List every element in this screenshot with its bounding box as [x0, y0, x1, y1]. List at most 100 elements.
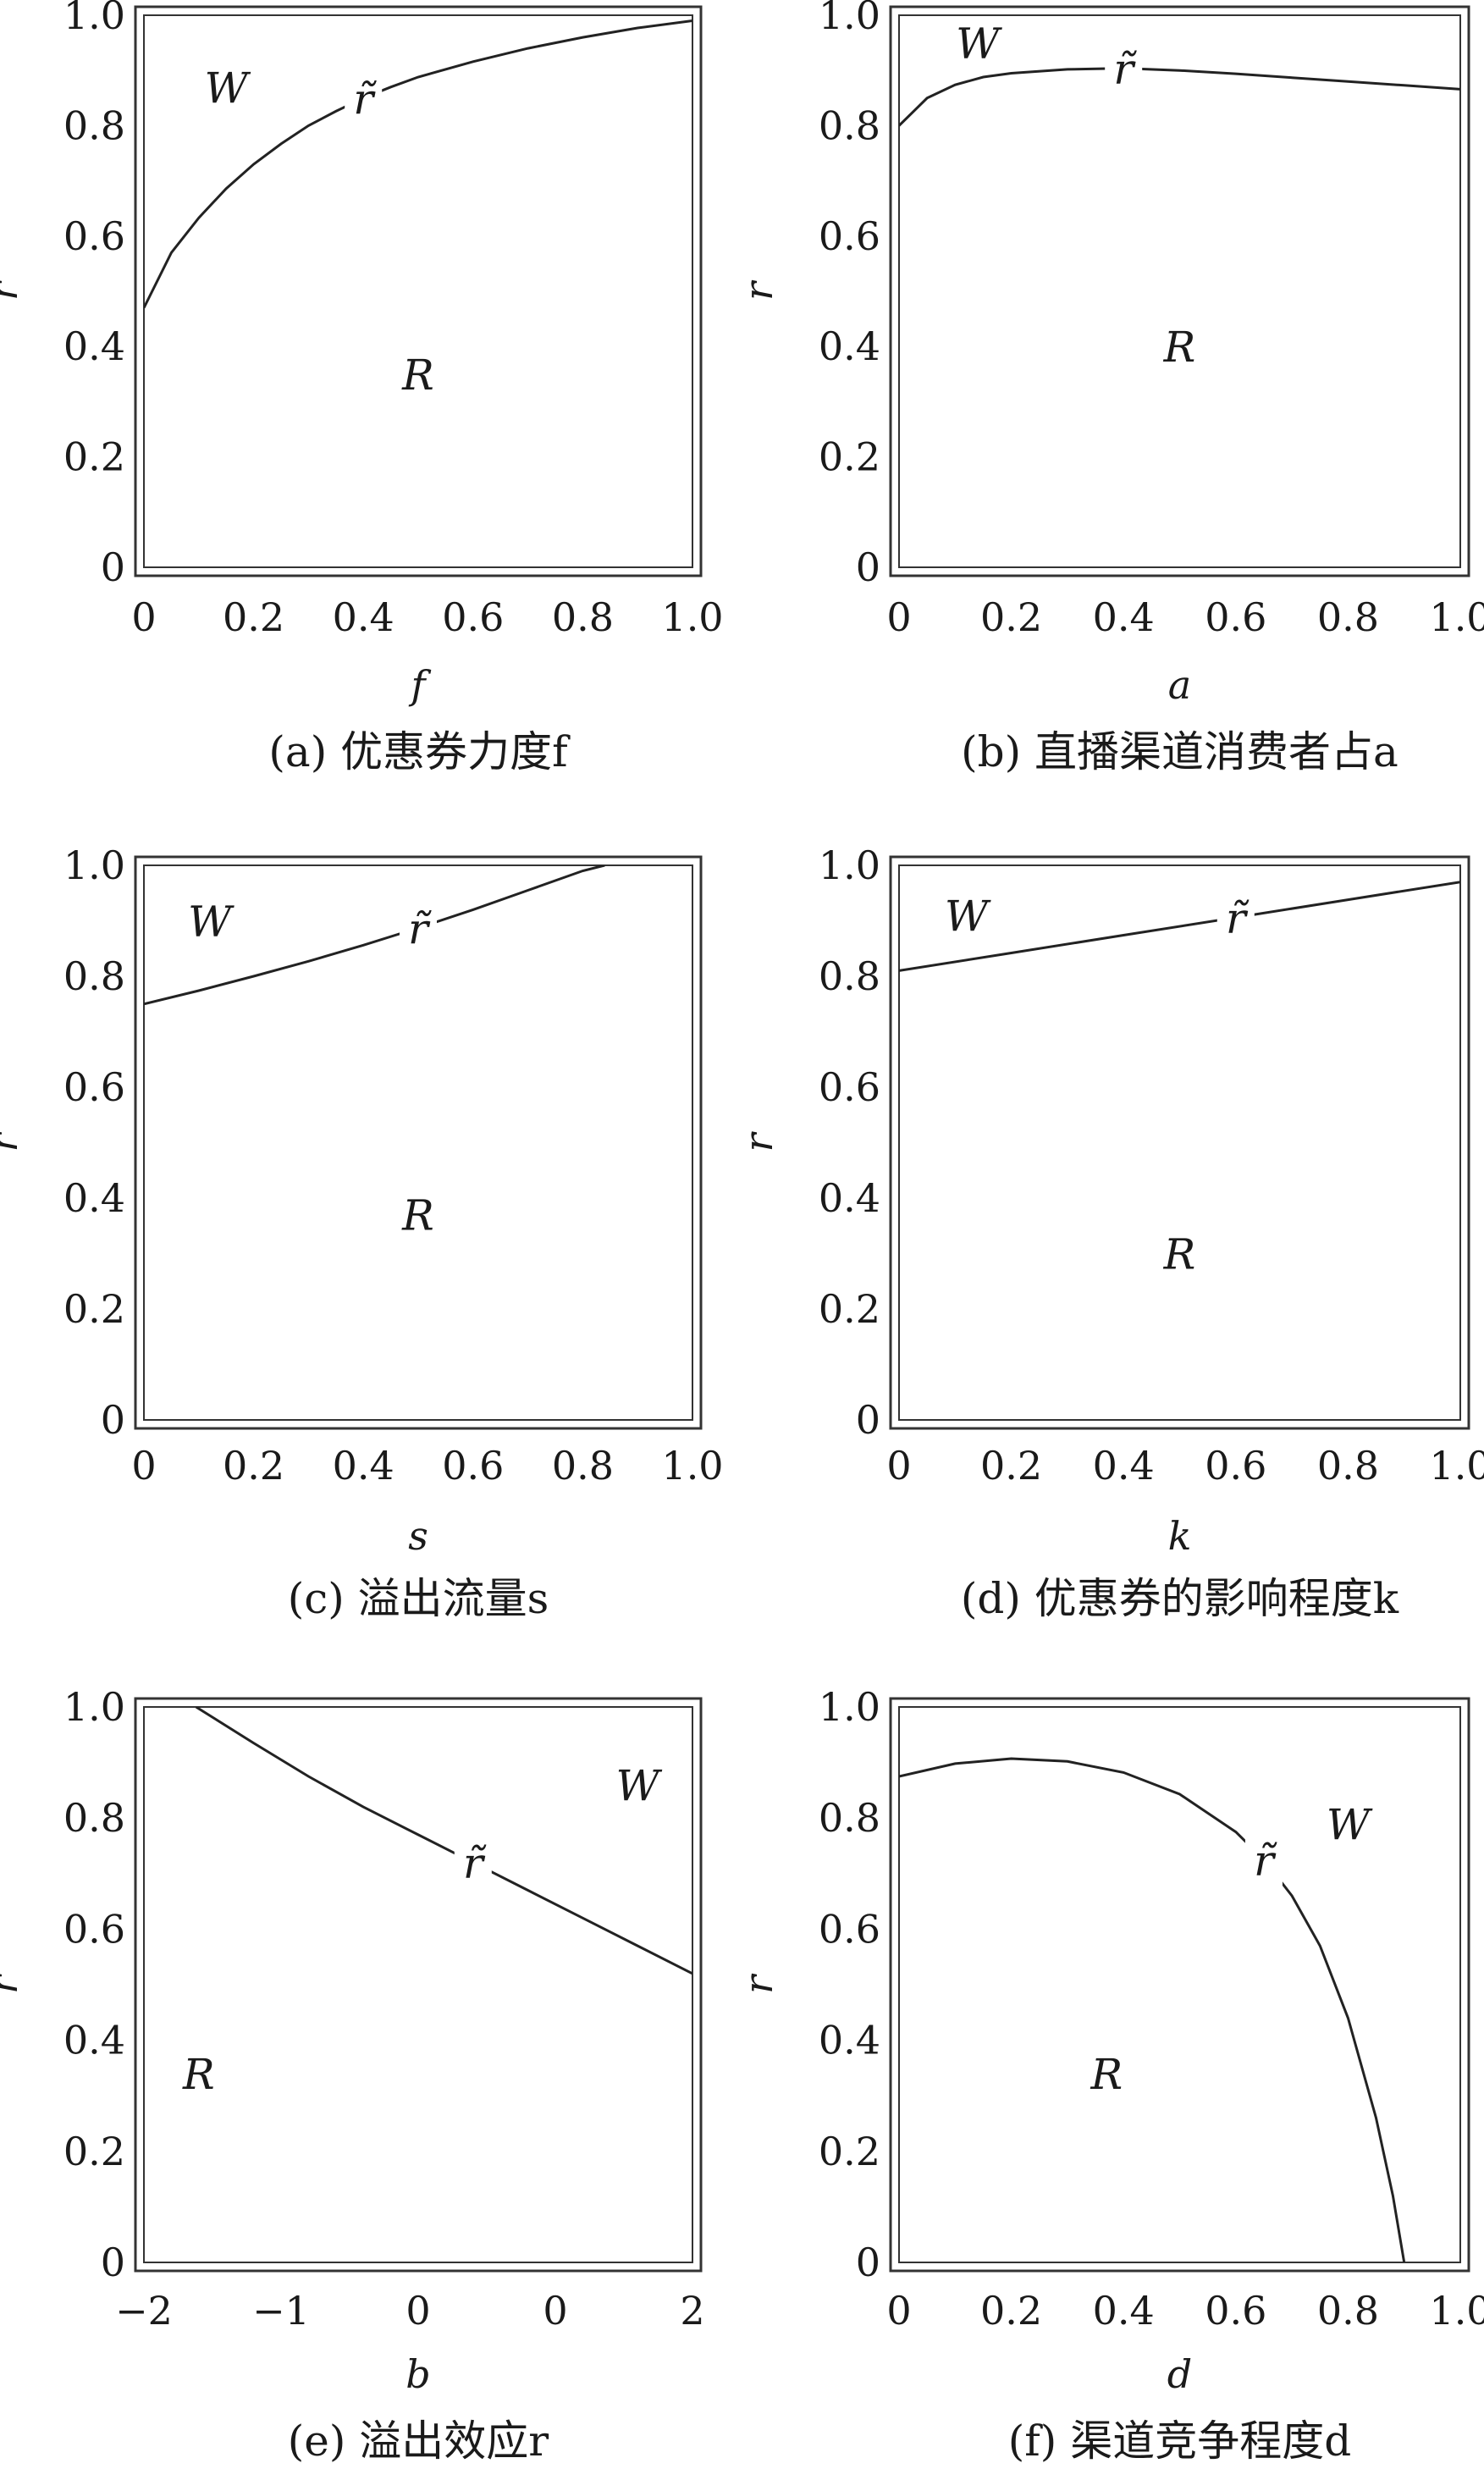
region-label-w: W	[188, 898, 234, 947]
x-tick-label: 0.2	[980, 2288, 1042, 2334]
y-tick-label: 0.2	[819, 2129, 880, 2174]
panel-caption: (f) 渠道竞争程度d	[1008, 2417, 1351, 2466]
y-tick-label: 0.6	[63, 1906, 125, 1952]
y-axis-label: r	[736, 279, 781, 301]
x-tick-label: 0.4	[1093, 2288, 1155, 2334]
y-tick-label: 0.2	[819, 1286, 880, 1332]
y-tick-label: 1.0	[819, 0, 880, 38]
x-tick-label: −1	[252, 2288, 310, 2334]
series-line-1	[899, 881, 1460, 972]
y-tick-label: 0.6	[819, 213, 880, 259]
region-label-w: W	[615, 1761, 662, 1810]
x-tick-label: 0.6	[442, 1443, 504, 1489]
chart-panel-1: 0 0.2 0.4 0.6 0.8 1.0 0 0.2 0.4 0.6 0.8 1.0 f r (a) 优惠…	[0, 0, 724, 776]
x-tick-label: 1.0	[1429, 2288, 1484, 2334]
x-tick-label: 0	[131, 594, 156, 640]
x-axis-label: k	[1168, 1513, 1192, 1559]
plot-frame-inner	[143, 1706, 693, 2263]
y-tick-label: 0.8	[819, 102, 880, 148]
x-tick-label: 1.0	[1429, 594, 1484, 640]
x-axis-label: s	[408, 1513, 428, 1559]
x-tick-label: 0.4	[1093, 594, 1155, 640]
y-tick-label: 0.4	[63, 323, 125, 369]
y-tick-label: 1.0	[63, 0, 125, 38]
y-tick-label: 0.8	[819, 1795, 880, 1841]
x-tick-label: 0.8	[552, 1443, 614, 1489]
x-tick-label: 2	[680, 2288, 704, 2334]
curve-label-gap	[345, 69, 383, 127]
y-tick-label: 0.2	[819, 434, 880, 480]
curve-label: r̃	[1254, 1836, 1277, 1885]
y-tick-label: 0.6	[63, 213, 125, 259]
x-tick-label: 0.4	[333, 594, 394, 640]
region-label-w: W	[1327, 1800, 1373, 1849]
y-tick-label: 0.2	[63, 434, 125, 480]
y-tick-label: 1.0	[63, 1684, 125, 1730]
plot-frame-inner	[143, 864, 693, 1421]
y-tick-label: 0.8	[819, 953, 880, 999]
y-tick-label: 1.0	[819, 1684, 880, 1730]
x-tick-label: 0	[886, 2288, 911, 2334]
x-axis-label: d	[1167, 2351, 1192, 2397]
y-axis-label: r	[0, 1973, 26, 1994]
y-axis-label: r	[0, 279, 26, 301]
plot-frame-inner	[898, 864, 1461, 1421]
x-tick-label: 0.4	[1093, 1443, 1155, 1489]
y-tick-label: 0.6	[63, 1064, 125, 1110]
y-tick-label: 0.4	[819, 323, 880, 369]
y-tick-label: 0.6	[819, 1064, 880, 1110]
panel-caption: (a) 优惠券力度f	[268, 727, 571, 776]
region-label-r: R	[401, 351, 434, 400]
chart-panel-2: 0 0.2 0.4 0.6 0.8 1.0 0 0.2 0.4 0.6 0.8 1.0 a r (b) 直播…	[736, 0, 1484, 776]
plot-frame-outer	[134, 1697, 703, 2273]
plot-frame-outer	[134, 5, 703, 577]
panel-caption: (d) 优惠券的影响程度k	[961, 1574, 1399, 1623]
series-line-1	[144, 865, 605, 1006]
x-axis-label: a	[1168, 662, 1191, 708]
x-tick-label: 0.4	[333, 1443, 394, 1489]
x-tick-label: 0	[886, 1443, 911, 1489]
y-tick-label: 1.0	[63, 842, 125, 888]
plot-frame-outer	[134, 855, 703, 1430]
panel-caption: (e) 溢出效应r	[288, 2417, 549, 2466]
x-tick-label: 0	[131, 1443, 156, 1489]
y-tick-label: 0.8	[63, 1795, 125, 1841]
x-tick-label: 0.6	[442, 594, 504, 640]
x-tick-label: 0.8	[1317, 2288, 1379, 2334]
region-label-w: W	[945, 892, 991, 941]
y-tick-label: 0.8	[63, 102, 125, 148]
panel-caption: (b) 直播渠道消费者占a	[961, 727, 1398, 776]
curve-label-gap	[454, 1833, 492, 1892]
y-axis-label: r	[0, 1131, 26, 1152]
x-tick-label: 1.0	[661, 1443, 723, 1489]
plot-frame-inner	[143, 14, 693, 568]
panel-caption: (c) 溢出流量s	[288, 1574, 549, 1623]
x-axis-label: f	[408, 662, 431, 708]
y-tick-label: 0.4	[819, 1175, 880, 1221]
curve-label-gap	[1105, 39, 1143, 97]
region-label-w: W	[956, 19, 1002, 69]
x-axis-label: b	[405, 2351, 430, 2397]
x-tick-label: 0.8	[552, 594, 614, 640]
y-tick-label: 0	[101, 544, 125, 590]
region-label-r: R	[1163, 1230, 1196, 1279]
curve-label-gap	[1216, 888, 1255, 947]
chart-panel-6: 0 0.2 0.4 0.6 0.8 1.0 0 0.2 0.4 0.6 0.8 1.0 d r (f) 渠道…	[736, 1684, 1484, 2466]
curve-label: r̃	[1226, 894, 1250, 943]
y-tick-label: 0	[101, 1397, 125, 1443]
chart-panel-3: 0 0.2 0.4 0.6 0.8 1.0 0 0.2 0.4 0.6 0.8 1.0 s r (c) 溢出…	[0, 842, 724, 1623]
x-tick-label: 0	[886, 594, 911, 640]
y-tick-label: 1.0	[819, 842, 880, 888]
x-tick-label: 0.2	[980, 1443, 1042, 1489]
x-tick-label: 0.6	[1205, 2288, 1266, 2334]
x-tick-label: 1.0	[661, 594, 723, 640]
y-tick-label: 0.4	[819, 2018, 880, 2063]
x-tick-label: 0	[543, 2288, 567, 2334]
x-tick-label: −2	[115, 2288, 173, 2334]
x-tick-label: 0.2	[223, 594, 284, 640]
plot-frame-outer	[889, 5, 1470, 577]
x-tick-label: 1.0	[1429, 1443, 1484, 1489]
series-line-1	[195, 1707, 692, 1975]
y-tick-label: 0	[856, 2240, 880, 2285]
